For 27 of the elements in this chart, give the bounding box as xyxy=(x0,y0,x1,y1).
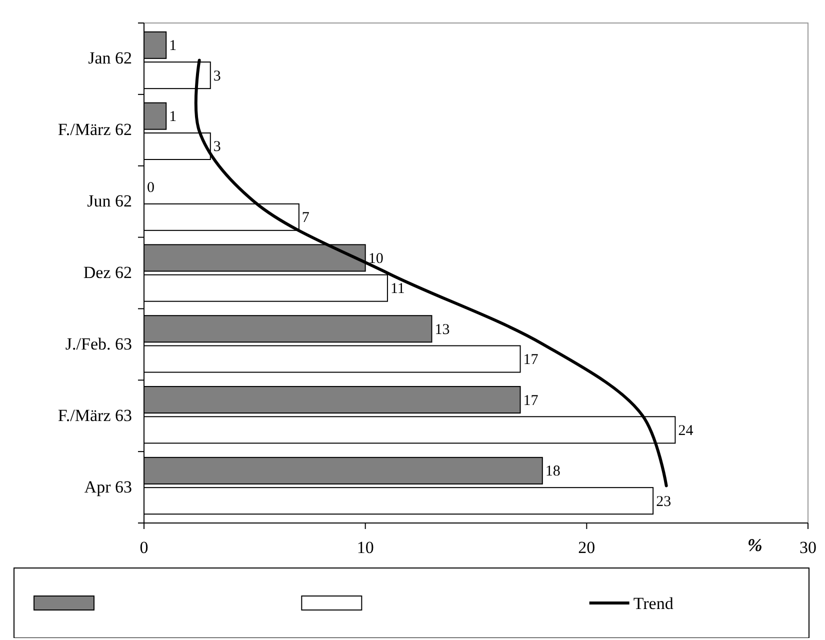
y-tick-label: F./März 63 xyxy=(58,406,132,425)
data-label: 13 xyxy=(434,322,450,338)
data-label: 10 xyxy=(368,250,384,267)
data-label: 18 xyxy=(545,464,560,480)
data-label: 17 xyxy=(523,392,539,409)
y-tick-label: Jun 62 xyxy=(87,192,132,211)
y-tick-label: Apr 63 xyxy=(84,477,132,496)
y-tick-label: Dez 62 xyxy=(83,263,132,282)
y-tick-label: Jan 62 xyxy=(88,48,132,68)
data-label: 11 xyxy=(390,281,405,298)
data-label: 3 xyxy=(213,68,221,84)
x-axis-title: % xyxy=(747,535,762,555)
data-label: 1 xyxy=(169,38,177,54)
legend-label: Trend xyxy=(633,594,674,613)
data-label: 0 xyxy=(147,180,154,196)
data-label: 7 xyxy=(302,210,310,226)
data-label: 23 xyxy=(656,494,672,510)
x-tick-label: 0 xyxy=(140,538,148,557)
x-tick-label: 30 xyxy=(800,538,816,557)
x-tick-label: 10 xyxy=(356,538,374,557)
y-tick-label: F./März 62 xyxy=(58,120,132,140)
y-tick-label: J./Feb. 63 xyxy=(65,334,132,354)
data-label: 24 xyxy=(678,422,694,439)
x-tick-label: 20 xyxy=(578,538,596,557)
data-label: 17 xyxy=(523,352,539,368)
data-label: 1 xyxy=(169,109,177,126)
data-label: 3 xyxy=(213,139,221,156)
